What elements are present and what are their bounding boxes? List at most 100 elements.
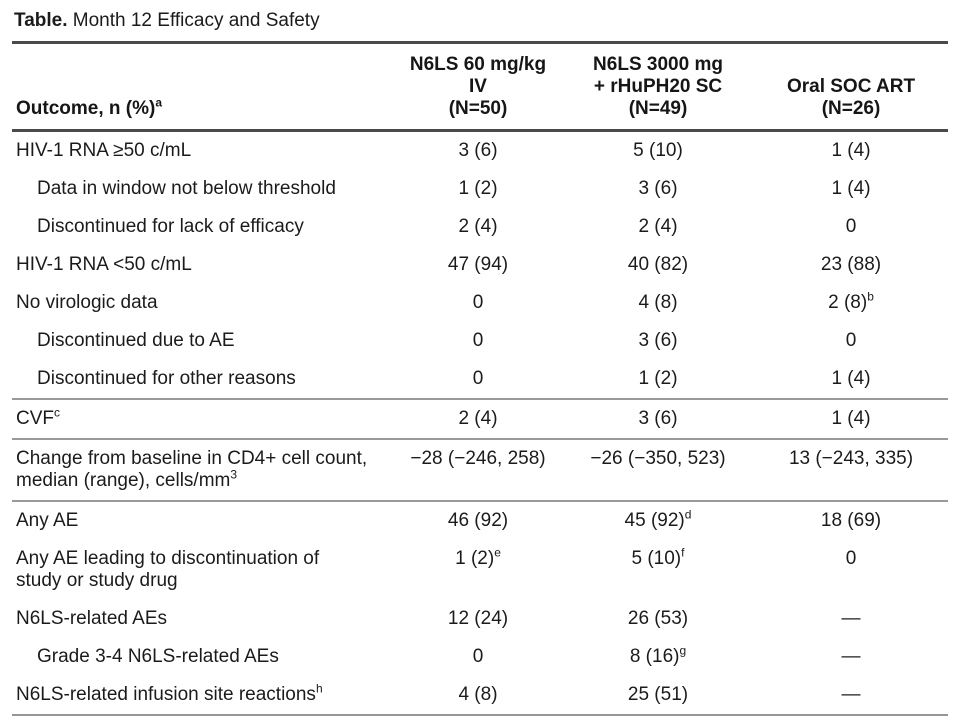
footnote-marker: b	[867, 289, 874, 304]
cell-value: 0	[845, 548, 857, 569]
table-row-11: N6LS-related AEs 12 (24) 26 (53) —	[12, 600, 948, 638]
cell-value: 5 (10)f	[631, 545, 685, 569]
table-row-13: N6LS-related infusion site reactionsh 4 (…	[12, 676, 948, 715]
table-row-1: Data in window not below threshold 1 (2) 3…	[12, 170, 948, 208]
row-label: HIV-1 RNA <50 c/mL	[12, 246, 394, 284]
row-label: Any AE leading to discontinuation of stu…	[12, 540, 394, 600]
cell-value: −26 (−350, 523)	[562, 439, 754, 502]
cell-value: 45 (92)d	[624, 507, 692, 531]
cell-value: 0	[845, 330, 857, 351]
cell-value: 0	[472, 292, 484, 313]
cell-value: 18 (69)	[820, 510, 882, 531]
row-label-text: N6LS-related AEs	[16, 608, 168, 629]
table-row-5: Discontinued due to AE 0 3 (6) 0	[12, 322, 948, 360]
cell-value: 4 (8)	[458, 684, 498, 705]
row-label: N6LS-related AEs	[12, 600, 394, 638]
cell-value: 23 (88)	[820, 254, 882, 275]
footnote-marker: a	[155, 95, 163, 110]
footnote-marker: h	[315, 681, 323, 696]
row-label-text: Discontinued for other reasons	[37, 368, 296, 389]
cell-value: 1 (2)e	[455, 545, 501, 569]
row-label: Discontinued for other reasons	[12, 360, 394, 400]
row-label-text: Change from baseline in CD4+ cell count,…	[16, 448, 368, 491]
cell-value: 46 (92)	[447, 510, 509, 531]
cell-value: 0	[472, 646, 484, 667]
table-row-10: Any AE leading to discontinuation of stu…	[12, 540, 948, 600]
cell-value: 40 (82)	[627, 254, 689, 275]
cell-value: —	[841, 608, 861, 629]
cell-value: 12 (24)	[447, 608, 509, 629]
cell-value: 3 (6)	[638, 178, 678, 199]
row-label: HIV-1 RNA ≥50 c/mL	[12, 131, 394, 171]
cell-value: 4 (8)	[638, 292, 678, 313]
row-label-text: Data in window not below threshold	[37, 178, 336, 199]
footnote-marker: e	[494, 545, 501, 560]
row-label-text: Grade 3-4 N6LS-related AEs	[37, 646, 279, 667]
cell-value: 0	[845, 216, 857, 237]
cell-value: 1 (2)	[458, 178, 498, 199]
footnote-marker: g	[679, 643, 687, 658]
row-label: Data in window not below threshold	[12, 170, 394, 208]
cell-value: 8 (16)g	[629, 643, 687, 667]
cell-value: 3 (6)	[638, 330, 678, 351]
cell-value: 2 (8)b	[828, 289, 874, 313]
column-header-n6ls-iv: N6LS 60 mg/kg IV (N=50)	[394, 42, 562, 132]
row-label-text: No virologic data	[16, 292, 158, 313]
row-label-text: HIV-1 RNA ≥50 c/mL	[16, 140, 192, 161]
table-body: HIV-1 RNA ≥50 c/mL 3 (6) 5 (10) 1 (4) Data i…	[12, 131, 948, 716]
table-row-0: HIV-1 RNA ≥50 c/mL 3 (6) 5 (10) 1 (4)	[12, 131, 948, 171]
footnote-marker: f	[681, 545, 685, 560]
row-label-text: CVFc	[16, 405, 60, 429]
cell-value: —	[841, 684, 861, 705]
cell-value: —	[841, 646, 861, 667]
cell-value: 13 (−243, 335)	[754, 439, 948, 502]
row-label-text: Discontinued due to AE	[37, 330, 235, 351]
row-label: No virologic data	[12, 284, 394, 322]
row-label: Discontinued due to AE	[12, 322, 394, 360]
row-label: N6LS-related infusion site reactionsh	[12, 676, 394, 715]
column-header-n6ls-sc: N6LS 3000 mg + rHuPH20 SC (N=49)	[562, 42, 754, 132]
column-header-oral-soc-art: Oral SOC ART (N=26)	[754, 42, 948, 132]
row-label-text: Any AE	[16, 510, 79, 531]
cell-value: 2 (4)	[638, 216, 678, 237]
table-title-text: Month 12 Efficacy and Safety	[67, 10, 320, 31]
table-row-7: CVFc 2 (4) 3 (6) 1 (4)	[12, 399, 948, 440]
cell-value: 1 (4)	[754, 360, 948, 400]
cell-value: 2 (4)	[394, 399, 562, 440]
table-row-8: Change from baseline in CD4+ cell count,…	[12, 439, 948, 502]
cell-value: 1 (2)	[562, 360, 754, 400]
cell-value: 25 (51)	[627, 684, 689, 705]
month12-efficacy-safety-table: Outcome, n (%)a N6LS 60 mg/kg IV (N=50) N6LS…	[12, 41, 948, 716]
row-label-text: N6LS-related infusion site reactionsh	[16, 681, 323, 705]
table-header: Outcome, n (%)a N6LS 60 mg/kg IV (N=50) N6LS…	[12, 42, 948, 132]
row-label: CVFc	[12, 399, 394, 440]
table-row-6: Discontinued for other reasons 0 1 (2) 1 (4…	[12, 360, 948, 400]
cell-value: 1 (4)	[831, 140, 871, 161]
table-row-9: Any AE 46 (92) 45 (92)d 18 (69)	[12, 501, 948, 540]
cell-value: 1 (4)	[754, 399, 948, 440]
column-header-outcome: Outcome, n (%)a	[12, 42, 394, 132]
cell-value: 1 (4)	[831, 178, 871, 199]
footnote-marker: 3	[230, 467, 238, 482]
cell-value: 0	[472, 330, 484, 351]
table-row-12: Grade 3-4 N6LS-related AEs 0 8 (16)g —	[12, 638, 948, 676]
cell-value: 3 (6)	[458, 140, 498, 161]
table-row-4: No virologic data 0 4 (8) 2 (8)b	[12, 284, 948, 322]
table-title-prefix: Table.	[14, 10, 68, 31]
row-label-text: Discontinued for lack of efficacy	[37, 216, 304, 237]
cell-value: 3 (6)	[562, 399, 754, 440]
row-label: Discontinued for lack of efficacy	[12, 208, 394, 246]
row-label-text: Any AE leading to discontinuation of stu…	[16, 548, 320, 591]
cell-value: 2 (4)	[458, 216, 498, 237]
cell-value: −28 (−246, 258)	[394, 439, 562, 502]
table-row-3: HIV-1 RNA <50 c/mL 47 (94) 40 (82) 23 (88)	[12, 246, 948, 284]
cell-value: 26 (53)	[627, 608, 689, 629]
header-row: Outcome, n (%)a N6LS 60 mg/kg IV (N=50) N6LS…	[12, 42, 948, 132]
row-label: Grade 3-4 N6LS-related AEs	[12, 638, 394, 676]
table-title: Table. Month 12 Efficacy and Safety	[12, 6, 950, 41]
table-row-2: Discontinued for lack of efficacy 2 (4) 2 …	[12, 208, 948, 246]
row-label: Any AE	[12, 501, 394, 540]
row-label-text: HIV-1 RNA <50 c/mL	[16, 254, 192, 275]
cell-value: 0	[394, 360, 562, 400]
